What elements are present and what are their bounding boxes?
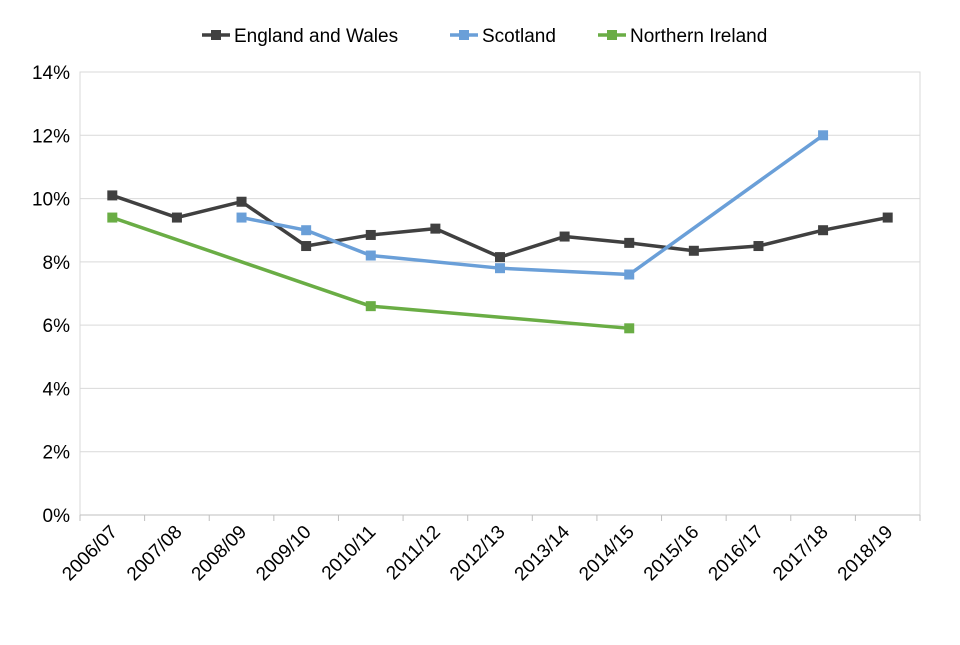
series-line (241, 133, 825, 277)
data-point (624, 237, 635, 248)
y-tick-label: 14% (32, 63, 70, 84)
data-point (495, 263, 505, 274)
data-point (236, 212, 247, 223)
y-tick-label: 6% (43, 316, 71, 337)
y-tick-label: 12% (32, 126, 70, 147)
data-point (624, 323, 635, 334)
gridlines (79, 71, 921, 516)
y-tick-label: 8% (43, 253, 71, 274)
legend: England and Wales Scotland Northern Irelan… (202, 26, 767, 47)
data-point (365, 250, 376, 261)
data-point (365, 229, 376, 240)
data-point (107, 212, 118, 223)
legend-marker (607, 30, 617, 40)
y-tick-label: 2% (43, 443, 71, 464)
series-england-and-wales (107, 190, 893, 263)
data-point (301, 225, 312, 236)
y-tick-label: 4% (43, 379, 71, 400)
x-tick-label: 2016/17 (705, 522, 768, 585)
x-tick-label: 2006/07 (58, 522, 121, 585)
x-tick-label: 2007/08 (123, 522, 186, 585)
legend-item: Northern Ireland (598, 26, 767, 47)
x-tick-label: 2014/15 (575, 522, 638, 585)
data-point (818, 130, 829, 141)
legend-item: England and Wales (202, 26, 398, 47)
x-tick-label: 2008/09 (188, 522, 251, 585)
series-northern-ireland (107, 212, 635, 334)
series-scotland (236, 130, 829, 280)
x-tick-label: 2010/11 (318, 522, 380, 584)
data-point (882, 212, 893, 223)
data-point (753, 241, 764, 252)
data-point (365, 301, 376, 312)
data-point (301, 241, 312, 252)
legend-label: Northern Ireland (630, 26, 767, 47)
data-point (430, 223, 441, 234)
plot-area-border (79, 71, 921, 516)
x-tick-label: 2009/10 (252, 522, 315, 585)
x-tick-label: 2012/13 (446, 522, 509, 585)
data-point (107, 190, 118, 201)
data-point (624, 269, 635, 280)
data-point (171, 212, 182, 223)
y-tick-label: 0% (43, 506, 71, 527)
x-tick-label: 2018/19 (834, 522, 897, 585)
x-tick-label: 2013/14 (511, 521, 575, 585)
x-tick-label: 2015/16 (640, 522, 703, 585)
series-lines (107, 130, 893, 334)
axes: 0% 2% 4% 6% 8% 10% 12% 14% 2006/07 2007/08 2008/09… (32, 63, 921, 585)
series-line (111, 193, 889, 259)
data-point (818, 225, 829, 236)
data-point (688, 245, 699, 256)
legend-label: Scotland (482, 26, 556, 47)
legend-label: England and Wales (234, 26, 398, 47)
data-point (236, 196, 247, 207)
legend-item: Scotland (450, 26, 556, 47)
y-tick-label: 10% (32, 190, 70, 211)
data-point (495, 252, 505, 263)
legend-marker (459, 30, 469, 40)
x-tick-label: 2017/18 (769, 522, 832, 585)
legend-marker (211, 30, 221, 40)
x-tick-label: 2011/12 (382, 522, 444, 584)
data-point (559, 231, 570, 242)
